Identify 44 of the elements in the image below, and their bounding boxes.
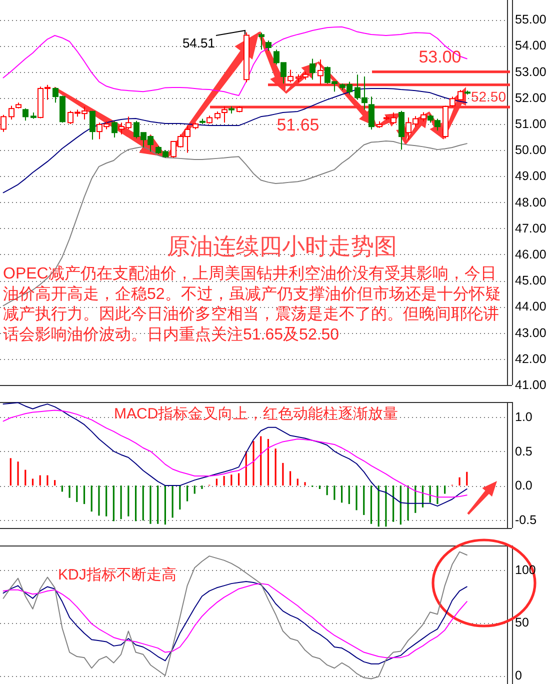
candlestick bbox=[368, 96, 374, 130]
y-tick-label: 55.00 bbox=[515, 12, 546, 27]
y-tick-label: 41.00 bbox=[515, 378, 546, 392]
y-tick-label: 0 bbox=[515, 668, 522, 683]
annotation: 54.51 bbox=[182, 36, 215, 50]
candlestick bbox=[310, 58, 316, 80]
y-tick-label: 54.00 bbox=[515, 38, 546, 53]
candlestick bbox=[8, 105, 14, 120]
y-tick-label: 43.00 bbox=[515, 326, 546, 340]
y-tick-label: 49.00 bbox=[515, 169, 546, 184]
y-tick-label: 51.00 bbox=[515, 116, 546, 131]
candlestick bbox=[0, 114, 6, 132]
annotation: MACD指标金叉向上，红色动能柱逐渐放量 bbox=[114, 406, 398, 422]
y-tick-label: 44.00 bbox=[515, 300, 546, 314]
y-tick-label: 42.00 bbox=[515, 352, 546, 366]
y-tick-label: -0.5 bbox=[515, 512, 537, 527]
y-tick-label: 1.0 bbox=[515, 410, 532, 424]
y-tick-label: 46.00 bbox=[515, 247, 546, 262]
candlestick bbox=[258, 32, 264, 50]
y-tick-label: 52.00 bbox=[515, 90, 546, 105]
y-tick-label: 0.5 bbox=[515, 444, 532, 458]
ref-line-label: 52.50 bbox=[470, 88, 506, 104]
candlestick bbox=[22, 108, 28, 122]
y-tick-label: 0.0 bbox=[515, 478, 532, 493]
candlestick bbox=[288, 69, 294, 83]
annotation: KDJ指标不断走高 bbox=[58, 566, 176, 584]
ref-line-label: 53.00 bbox=[418, 47, 462, 66]
candlestick bbox=[266, 40, 272, 52]
y-tick-label: 45.00 bbox=[515, 274, 546, 288]
candlestick bbox=[112, 120, 118, 138]
candlestick bbox=[450, 96, 456, 108]
candlestick bbox=[222, 106, 228, 124]
candlestick bbox=[318, 59, 324, 86]
y-tick-label: 50 bbox=[515, 616, 529, 630]
candlestick bbox=[458, 90, 464, 101]
ref-line-label: 51.65 bbox=[276, 116, 320, 135]
text: 原油连续四小时走势图 bbox=[167, 233, 397, 259]
line-series bbox=[2, 26, 468, 96]
y-tick-label: 47.00 bbox=[515, 221, 546, 236]
candlestick bbox=[90, 110, 96, 140]
y-tick-label: 50.00 bbox=[515, 143, 546, 158]
candlestick bbox=[420, 112, 426, 122]
y-tick-label: 48.00 bbox=[515, 195, 546, 210]
y-tick-label: 53.00 bbox=[515, 64, 546, 79]
